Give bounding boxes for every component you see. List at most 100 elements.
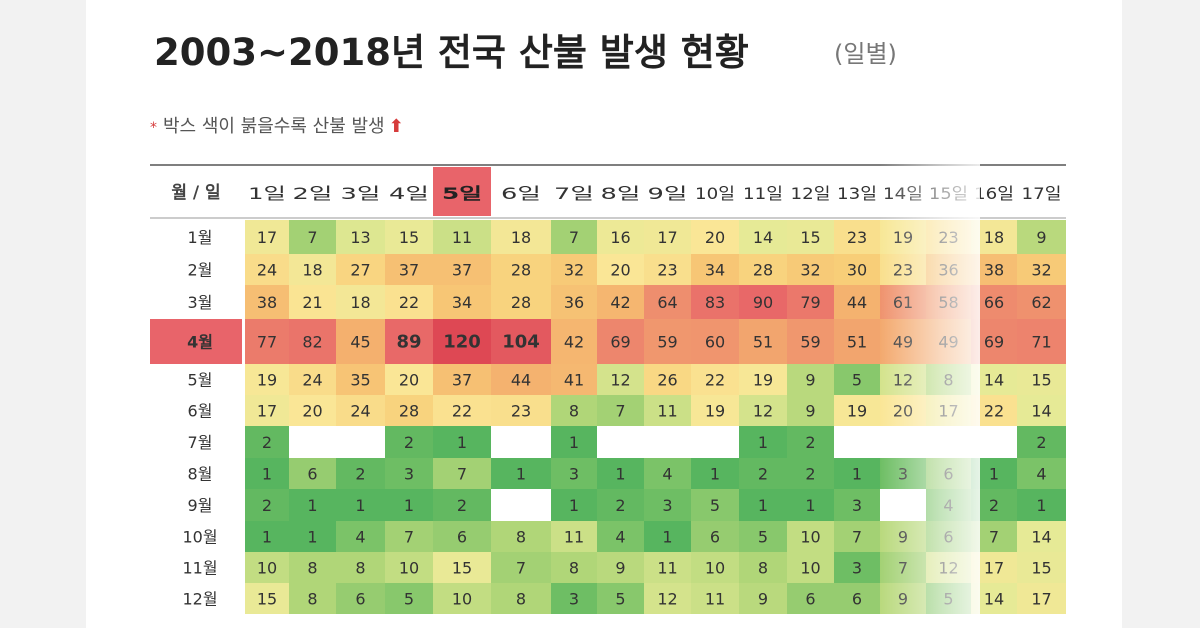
cell-value: 19	[753, 371, 773, 390]
cell-value: 15	[452, 559, 472, 578]
cell-value: 42	[610, 293, 630, 312]
row-header: 10월	[182, 528, 217, 547]
cell-value: 38	[984, 261, 1004, 280]
cell-value: 49	[893, 333, 913, 352]
cell-value: 4	[615, 528, 625, 547]
heatmap-cell	[245, 521, 289, 552]
cell-value: 7	[989, 528, 999, 547]
cell-value: 8	[307, 590, 317, 609]
cell-value: 5	[758, 528, 768, 547]
cell-value: 12	[753, 402, 773, 421]
cell-value: 17	[257, 402, 277, 421]
heatmap-cell	[787, 552, 834, 583]
cell-value: 20	[302, 402, 322, 421]
cell-value: 4	[943, 496, 953, 515]
heatmap-cell	[691, 285, 739, 319]
heatmap-cell	[433, 583, 491, 614]
cell-value: 1	[710, 465, 720, 484]
cell-value: 10	[399, 559, 419, 578]
cell-value: 1	[307, 496, 317, 515]
heatmap-cell	[739, 521, 787, 552]
row-header: 7월	[188, 433, 213, 452]
heatmap-cell	[644, 395, 691, 426]
cell-value: 27	[350, 261, 370, 280]
column-header: 15일	[929, 184, 968, 203]
heatmap-cell	[597, 552, 644, 583]
heatmap-cell	[1017, 489, 1066, 521]
column-header: 5일	[442, 184, 482, 203]
cell-value: 15	[800, 228, 820, 247]
cell-value: 6	[710, 528, 720, 547]
cell-value: 37	[399, 261, 419, 280]
cell-value: 4	[662, 465, 672, 484]
cell-value: 8	[569, 402, 579, 421]
cell-value: 19	[705, 402, 725, 421]
cell-value: 24	[302, 371, 322, 390]
cell-value: 1	[662, 528, 672, 547]
cell-value: 59	[800, 333, 820, 352]
cell-value: 6	[307, 465, 317, 484]
heatmap-cell	[691, 426, 739, 458]
cell-value: 1	[262, 528, 272, 547]
heatmap-cell	[787, 426, 834, 458]
cell-value: 37	[452, 371, 472, 390]
heatmap-cell	[491, 426, 551, 458]
row-header: 2월	[188, 261, 213, 280]
cell-value: 1	[569, 433, 579, 452]
heatmap-cell	[245, 285, 289, 319]
cell-value: 2	[355, 465, 365, 484]
cell-value: 49	[938, 333, 958, 352]
heatmap-cell	[491, 254, 551, 285]
heatmap-cell	[1017, 319, 1066, 364]
heatmap-cell	[1017, 285, 1066, 319]
column-header-highlight	[433, 167, 491, 216]
column-header: 9일	[648, 184, 688, 203]
cell-value: 21	[302, 293, 322, 312]
heatmap-cell	[1017, 552, 1066, 583]
heatmap-cell	[385, 458, 433, 489]
cell-value: 18	[511, 228, 531, 247]
cell-value: 28	[511, 261, 531, 280]
heatmap-cell	[289, 395, 336, 426]
heatmap-cell	[433, 426, 491, 458]
cell-value: 62	[1031, 293, 1051, 312]
cell-value: 9	[758, 590, 768, 609]
cell-value: 69	[610, 333, 630, 352]
cell-value: 42	[564, 333, 584, 352]
cell-value: 8	[569, 559, 579, 578]
heatmap-cell	[644, 285, 691, 319]
cell-value: 120	[443, 332, 481, 353]
heatmap-cell	[787, 364, 834, 395]
heatmap-cell	[834, 552, 880, 583]
cell-value: 22	[705, 371, 725, 390]
heatmap-cell	[551, 489, 597, 521]
heatmap-cell	[644, 364, 691, 395]
cell-value: 18	[302, 261, 322, 280]
heatmap-cell	[691, 583, 739, 614]
heatmap-cell	[739, 458, 787, 489]
cell-value: 5	[615, 590, 625, 609]
cell-value: 3	[569, 590, 579, 609]
cell-value: 14	[1031, 528, 1051, 547]
heatmap-cell	[739, 552, 787, 583]
heatmap-cell	[551, 395, 597, 426]
heatmap-cell	[433, 254, 491, 285]
cell-value: 10	[257, 559, 277, 578]
cell-value: 2	[758, 465, 768, 484]
heatmap-cell	[336, 552, 385, 583]
heatmap-cell	[834, 426, 880, 458]
chart-title: 2003~2018년 전국 산불 발생 현황	[154, 31, 749, 74]
cell-value: 28	[511, 293, 531, 312]
cell-value: 6	[805, 590, 815, 609]
heatmap-cell	[644, 489, 691, 521]
heatmap-cell	[551, 220, 597, 254]
cell-value: 82	[302, 333, 322, 352]
column-header: 8일	[601, 184, 641, 203]
heatmap-cell	[336, 458, 385, 489]
cell-value: 19	[257, 371, 277, 390]
cell-value: 1	[569, 496, 579, 515]
cell-value: 14	[984, 371, 1004, 390]
cell-value: 22	[399, 293, 419, 312]
heatmap-cell	[385, 319, 433, 364]
cell-value: 79	[800, 293, 820, 312]
